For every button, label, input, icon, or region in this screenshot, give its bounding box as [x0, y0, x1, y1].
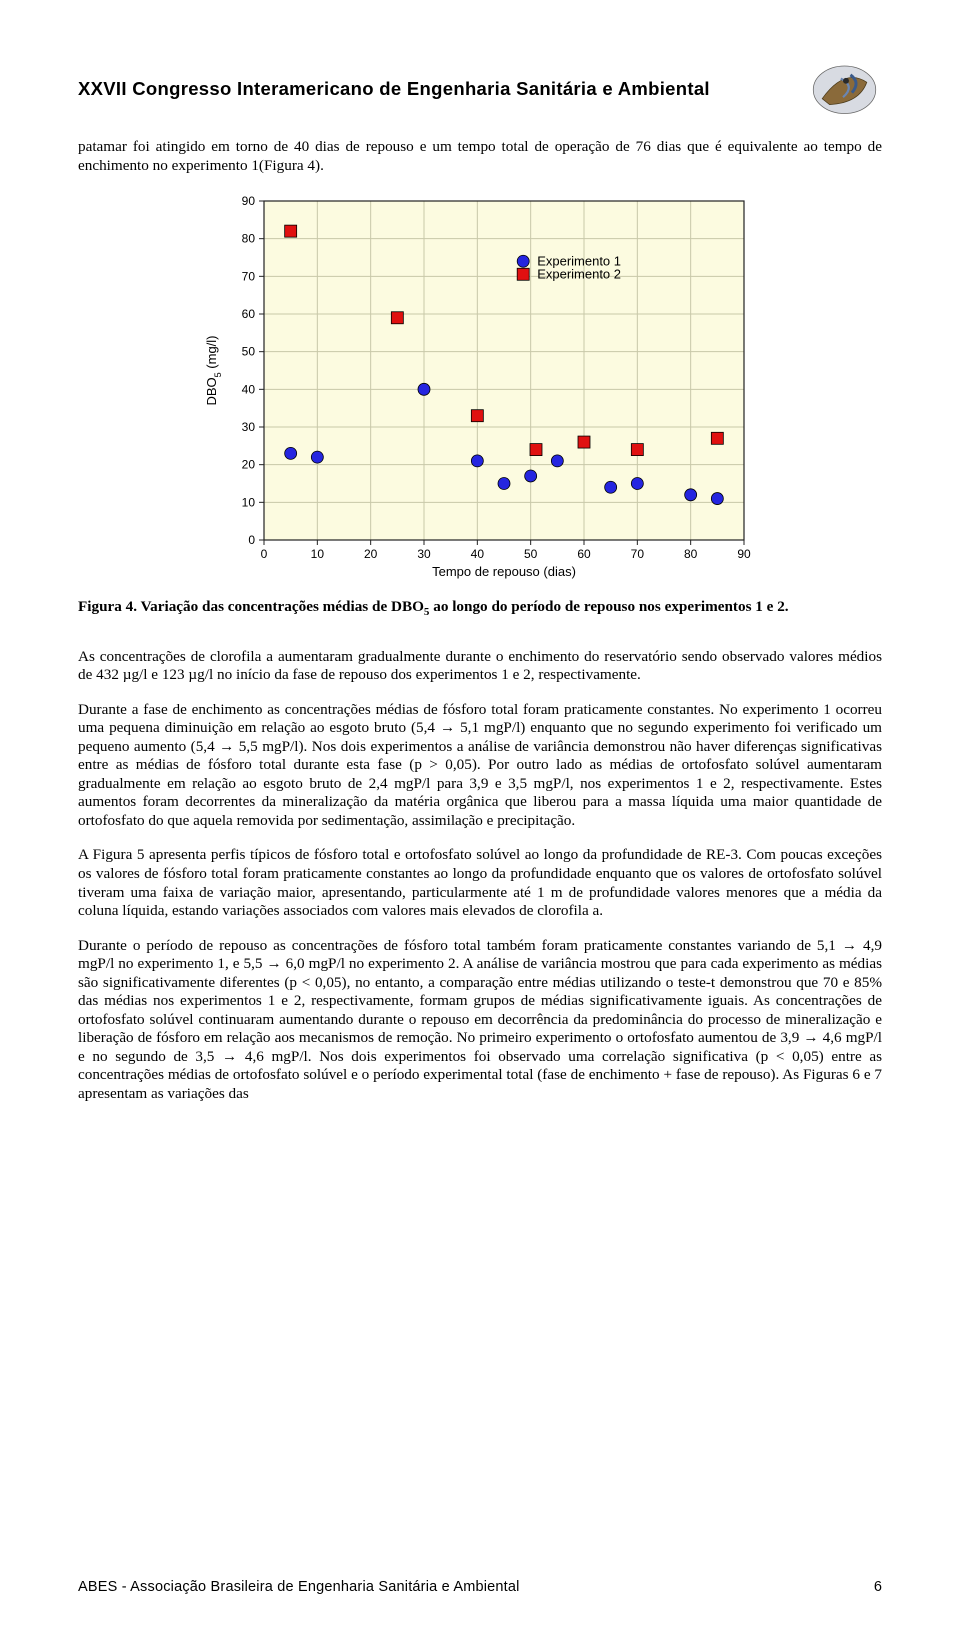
- page-header-title: XXVII Congresso Interamericano de Engenh…: [78, 78, 710, 100]
- footer-page-number: 6: [874, 1579, 882, 1595]
- svg-text:0: 0: [261, 547, 268, 561]
- dbo5-scatter-chart: 0 10 20 30 40 50 60 70 80 90 0 10 20 30 40 50 60 70 80 90 Te…: [78, 191, 882, 586]
- figure-4-caption: Figura 4. Variação das concentrações méd…: [78, 598, 882, 619]
- svg-text:0: 0: [248, 533, 255, 547]
- svg-text:20: 20: [242, 458, 256, 472]
- svg-text:10: 10: [311, 547, 325, 561]
- svg-text:30: 30: [242, 420, 256, 434]
- logo-icon: [807, 60, 882, 118]
- fig-caption-suffix: ao longo do período de repouso nos exper…: [429, 598, 788, 615]
- paragraph-3: A Figura 5 apresenta perfis típicos de f…: [78, 846, 882, 920]
- svg-text:10: 10: [242, 495, 256, 509]
- svg-text:30: 30: [417, 547, 431, 561]
- svg-text:60: 60: [577, 547, 591, 561]
- svg-text:80: 80: [242, 232, 256, 246]
- svg-text:90: 90: [242, 194, 256, 208]
- svg-text:90: 90: [737, 547, 751, 561]
- svg-text:50: 50: [524, 547, 538, 561]
- fig-caption-prefix: Figura 4. Variação das concentrações méd…: [78, 598, 424, 615]
- svg-text:60: 60: [242, 307, 256, 321]
- svg-text:40: 40: [242, 382, 256, 396]
- paragraph-1: As concentrações de clorofila a aumentar…: [78, 648, 882, 685]
- svg-text:40: 40: [471, 547, 485, 561]
- svg-text:70: 70: [631, 547, 645, 561]
- svg-text:Tempo de repouso (dias): Tempo de repouso (dias): [432, 564, 576, 579]
- paragraph-2: Durante a fase de enchimento as concentr…: [78, 701, 882, 831]
- svg-text:50: 50: [242, 345, 256, 359]
- svg-text:Experimento 2: Experimento 2: [537, 266, 621, 281]
- svg-text:DBO5 (mg/l): DBO5 (mg/l): [204, 336, 223, 406]
- paragraph-4: Durante o período de repouso as concentr…: [78, 937, 882, 1104]
- svg-text:80: 80: [684, 547, 698, 561]
- svg-text:20: 20: [364, 547, 378, 561]
- svg-text:70: 70: [242, 269, 256, 283]
- footer-org: ABES - Associação Brasileira de Engenhar…: [78, 1579, 520, 1595]
- intro-paragraph: patamar foi atingido em torno de 40 dias…: [78, 138, 882, 175]
